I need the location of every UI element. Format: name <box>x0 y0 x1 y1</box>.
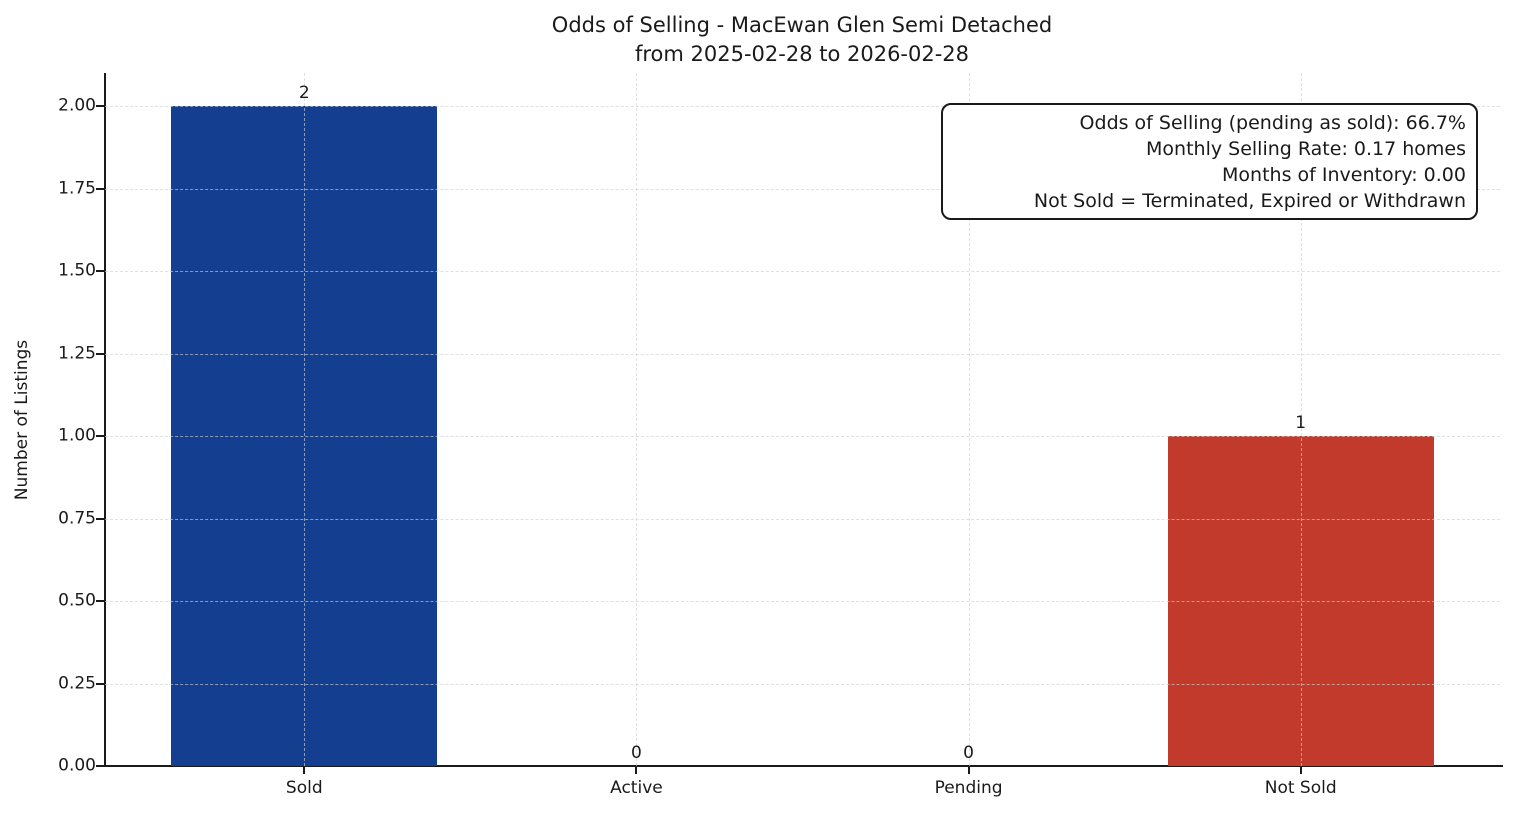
y-tick-mark <box>96 682 104 685</box>
y-tick-label: 1.25 <box>58 343 96 363</box>
x-tick-mark <box>1299 767 1302 774</box>
y-tick-mark <box>96 517 104 520</box>
x-tick-mark <box>967 767 970 774</box>
gridline-v <box>636 73 638 766</box>
stat-not-sold-definition: Not Sold = Terminated, Expired or Withdr… <box>1033 190 1466 212</box>
y-tick-label: 0.00 <box>58 755 96 776</box>
gridline-v <box>1300 73 1302 766</box>
y-tick-label: 1.00 <box>58 425 96 446</box>
y-tick-label: 0.25 <box>58 673 96 693</box>
y-tick-mark <box>96 270 104 272</box>
chart-title: Odds of Selling - MacEwan Glen Semi Deta… <box>552 11 1052 69</box>
y-axis-spine <box>104 73 106 767</box>
x-tick-label-active: Active <box>610 778 663 798</box>
y-axis-label: Number of Listings <box>12 339 32 501</box>
gridline-h <box>105 353 1500 355</box>
x-tick-label-pending: Pending <box>934 778 1003 798</box>
y-tick-mark <box>96 187 104 190</box>
gridline-h <box>105 683 1500 685</box>
x-tick-mark <box>635 767 638 774</box>
y-tick-mark <box>96 765 104 767</box>
x-tick-mark <box>303 767 306 774</box>
bar-value-label-sold: 2 <box>298 83 310 103</box>
gridline-v <box>304 73 306 766</box>
y-tick-label: 0.50 <box>58 590 96 611</box>
chart-title-line2: from 2025-02-28 to 2026-02-28 <box>634 42 970 66</box>
bar-value-label-not-sold: 1 <box>1295 413 1307 433</box>
gridline-h <box>105 106 1500 107</box>
y-tick-mark <box>96 600 104 602</box>
stat-months-of-inventory: Months of Inventory: 0.00 <box>1222 164 1466 186</box>
y-tick-label: 0.75 <box>58 508 96 528</box>
y-tick-mark <box>96 352 104 355</box>
chart-title-line1: Odds of Selling - MacEwan Glen Semi Deta… <box>551 13 1053 37</box>
stat-odds-of-selling: Odds of Selling (pending as sold): 66.7% <box>1079 112 1466 134</box>
stats-annotation-box: Odds of Selling (pending as sold): 66.7%… <box>941 103 1478 220</box>
bar-value-label-active: 0 <box>631 743 642 763</box>
x-axis-spine <box>104 765 1503 767</box>
y-tick-label: 1.75 <box>58 178 96 198</box>
x-tick-label-not-sold: Not Sold <box>1264 778 1337 798</box>
x-tick-label-sold: Sold <box>285 778 323 798</box>
y-tick-label: 1.50 <box>58 260 96 281</box>
y-tick-label: 2.00 <box>58 95 96 116</box>
stat-monthly-selling-rate: Monthly Selling Rate: 0.17 homes <box>1146 138 1466 160</box>
gridline-h <box>105 436 1500 437</box>
gridline-h <box>105 188 1500 190</box>
bar-value-label-pending: 0 <box>963 743 974 763</box>
gridline-h <box>105 518 1500 520</box>
y-tick-mark <box>96 105 104 107</box>
gridline-v <box>968 73 970 766</box>
gridline-h <box>105 271 1500 272</box>
y-tick-mark <box>96 435 104 437</box>
gridline-h <box>105 601 1500 602</box>
